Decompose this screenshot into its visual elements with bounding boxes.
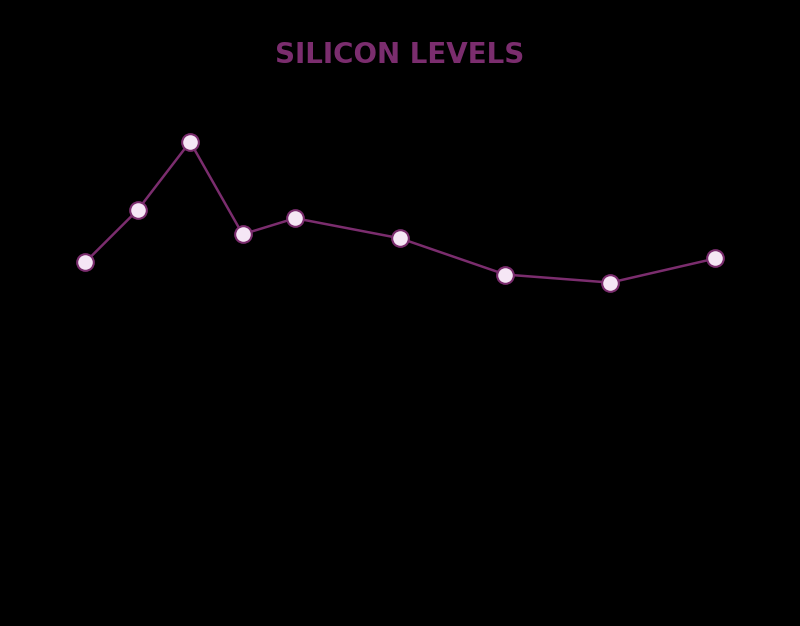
- Text: SILICON LEVELS: SILICON LEVELS: [275, 41, 525, 69]
